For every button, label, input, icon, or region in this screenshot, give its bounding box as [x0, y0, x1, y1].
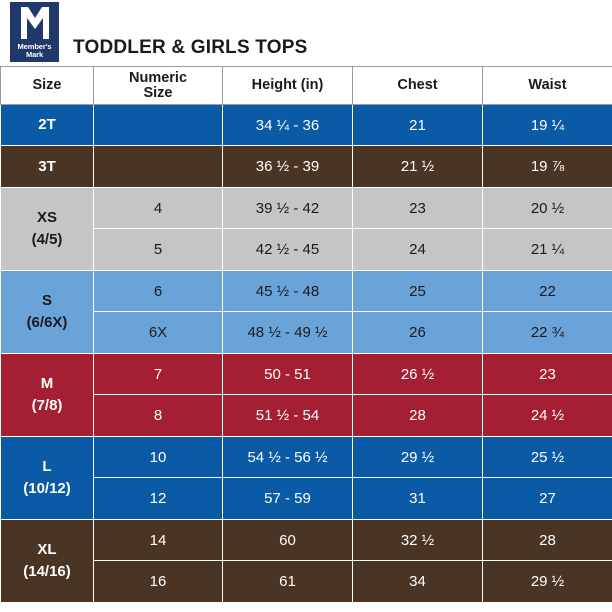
size-range-label: (10/12) — [23, 480, 71, 497]
table-row: 2T 34 ¼ - 36 21 19 ¼ — [0, 104, 612, 146]
waist-cell: 19 ¼ — [482, 104, 612, 146]
size-label: L — [42, 458, 52, 475]
size-range-label: (14/16) — [23, 563, 71, 580]
table-row: M (7/8) 7 50 - 51 26 ½ 23 — [0, 353, 612, 437]
height-cell: 48 ½ - 49 ½ — [222, 311, 353, 354]
height-cell: 54 ½ - 56 ½ — [222, 436, 353, 478]
waist-cell: 29 ½ — [482, 560, 612, 603]
chest-cell: 24 — [352, 228, 483, 271]
waist-cell: 27 — [482, 477, 612, 520]
size-chart-body: 2T 34 ¼ - 36 21 19 ¼ 3T 36 ½ - 39 21 ½ 19 ⅞ XS (4… — [0, 104, 612, 603]
numeric-cell — [93, 145, 223, 188]
numeric-cell: 12 — [93, 477, 223, 520]
chest-cell: 29 ½ — [352, 436, 483, 478]
chest-cell: 28 — [352, 394, 483, 437]
header-numeric-size-label: Numeric Size — [128, 69, 188, 101]
size-range-label: (7/8) — [31, 397, 63, 414]
waist-cell: 20 ½ — [482, 187, 612, 229]
height-cell: 51 ½ - 54 — [222, 394, 353, 437]
size-cell: S (6/6X) — [0, 270, 94, 354]
height-cell: 60 — [222, 519, 353, 561]
header-numeric-size: Numeric Size — [93, 66, 223, 105]
height-cell: 61 — [222, 560, 353, 603]
height-cell: 36 ½ - 39 — [222, 145, 353, 188]
numeric-cell: 8 — [93, 394, 223, 437]
header-row: Size Numeric Size Height (in) Chest Wais… — [0, 66, 612, 105]
numeric-cell: 5 — [93, 228, 223, 271]
header-height: Height (in) — [222, 66, 353, 105]
numeric-cell: 14 — [93, 519, 223, 561]
size-label: XL — [37, 541, 57, 558]
chest-cell: 21 ½ — [352, 145, 483, 188]
height-cell: 57 - 59 — [222, 477, 353, 520]
table-row: L (10/12) 10 54 ½ - 56 ½ 29 ½ 25 ½ — [0, 436, 612, 520]
size-range-label: (4/5) — [31, 231, 63, 248]
height-cell: 34 ¼ - 36 — [222, 104, 353, 146]
size-cell: M (7/8) — [0, 353, 94, 437]
numeric-cell — [93, 104, 223, 146]
members-mark-logo: Member's Mark — [10, 2, 59, 62]
size-label: M — [40, 375, 54, 392]
page-header: Member's Mark TODDLER & GIRLS TOPS — [0, 0, 612, 66]
numeric-cell: 6X — [93, 311, 223, 354]
table-row: XL (14/16) 14 60 32 ½ 28 — [0, 519, 612, 603]
chest-cell: 26 ½ — [352, 353, 483, 395]
height-cell: 50 - 51 — [222, 353, 353, 395]
table-row: S (6/6X) 6 45 ½ - 48 25 22 — [0, 270, 612, 354]
height-cell: 39 ½ - 42 — [222, 187, 353, 229]
waist-cell: 19 ⅞ — [482, 145, 612, 188]
table-row: 16 61 34 29 ½ — [0, 560, 612, 603]
chest-cell: 25 — [352, 270, 483, 312]
numeric-cell: 4 — [93, 187, 223, 229]
waist-cell: 23 — [482, 353, 612, 395]
numeric-cell: 10 — [93, 436, 223, 478]
logo-text-line2: Mark — [25, 50, 44, 59]
size-cell: 2T — [0, 104, 94, 146]
numeric-cell: 16 — [93, 560, 223, 603]
chest-cell: 26 — [352, 311, 483, 354]
waist-cell: 22 — [482, 270, 612, 312]
numeric-cell: 7 — [93, 353, 223, 395]
chest-cell: 32 ½ — [352, 519, 483, 561]
chart-title: TODDLER & GIRLS TOPS — [73, 37, 308, 58]
size-chart-table: Size Numeric Size Height (in) Chest Wais… — [0, 66, 612, 603]
chest-cell: 21 — [352, 104, 483, 146]
members-mark-m-icon — [20, 7, 49, 39]
waist-cell: 28 — [482, 519, 612, 561]
logo-text-line1: Member's — [17, 42, 52, 51]
table-row: XS (4/5) 4 39 ½ - 42 23 20 ½ — [0, 187, 612, 271]
height-cell: 45 ½ - 48 — [222, 270, 353, 312]
size-label: 3T — [38, 157, 56, 175]
height-cell: 42 ½ - 45 — [222, 228, 353, 271]
table-row: 8 51 ½ - 54 28 24 ½ — [0, 394, 612, 437]
size-cell: 3T — [0, 145, 94, 188]
size-cell: XS (4/5) — [0, 187, 94, 271]
header-size: Size — [0, 66, 94, 105]
table-row: 6X 48 ½ - 49 ½ 26 22 ¾ — [0, 311, 612, 354]
size-range-label: (6/6X) — [26, 314, 68, 331]
waist-cell: 22 ¾ — [482, 311, 612, 354]
size-label: XS — [36, 209, 57, 226]
size-label: S — [41, 292, 52, 309]
chest-cell: 31 — [352, 477, 483, 520]
header-waist: Waist — [482, 66, 612, 105]
waist-cell: 24 ½ — [482, 394, 612, 437]
header-chest: Chest — [352, 66, 483, 105]
chest-cell: 23 — [352, 187, 483, 229]
chest-cell: 34 — [352, 560, 483, 603]
size-cell: XL (14/16) — [0, 519, 94, 603]
size-label: 2T — [38, 116, 56, 133]
table-row: 5 42 ½ - 45 24 21 ¼ — [0, 228, 612, 271]
table-row: 3T 36 ½ - 39 21 ½ 19 ⅞ — [0, 145, 612, 188]
waist-cell: 21 ¼ — [482, 228, 612, 271]
size-cell: L (10/12) — [0, 436, 94, 520]
numeric-cell: 6 — [93, 270, 223, 312]
waist-cell: 25 ½ — [482, 436, 612, 478]
